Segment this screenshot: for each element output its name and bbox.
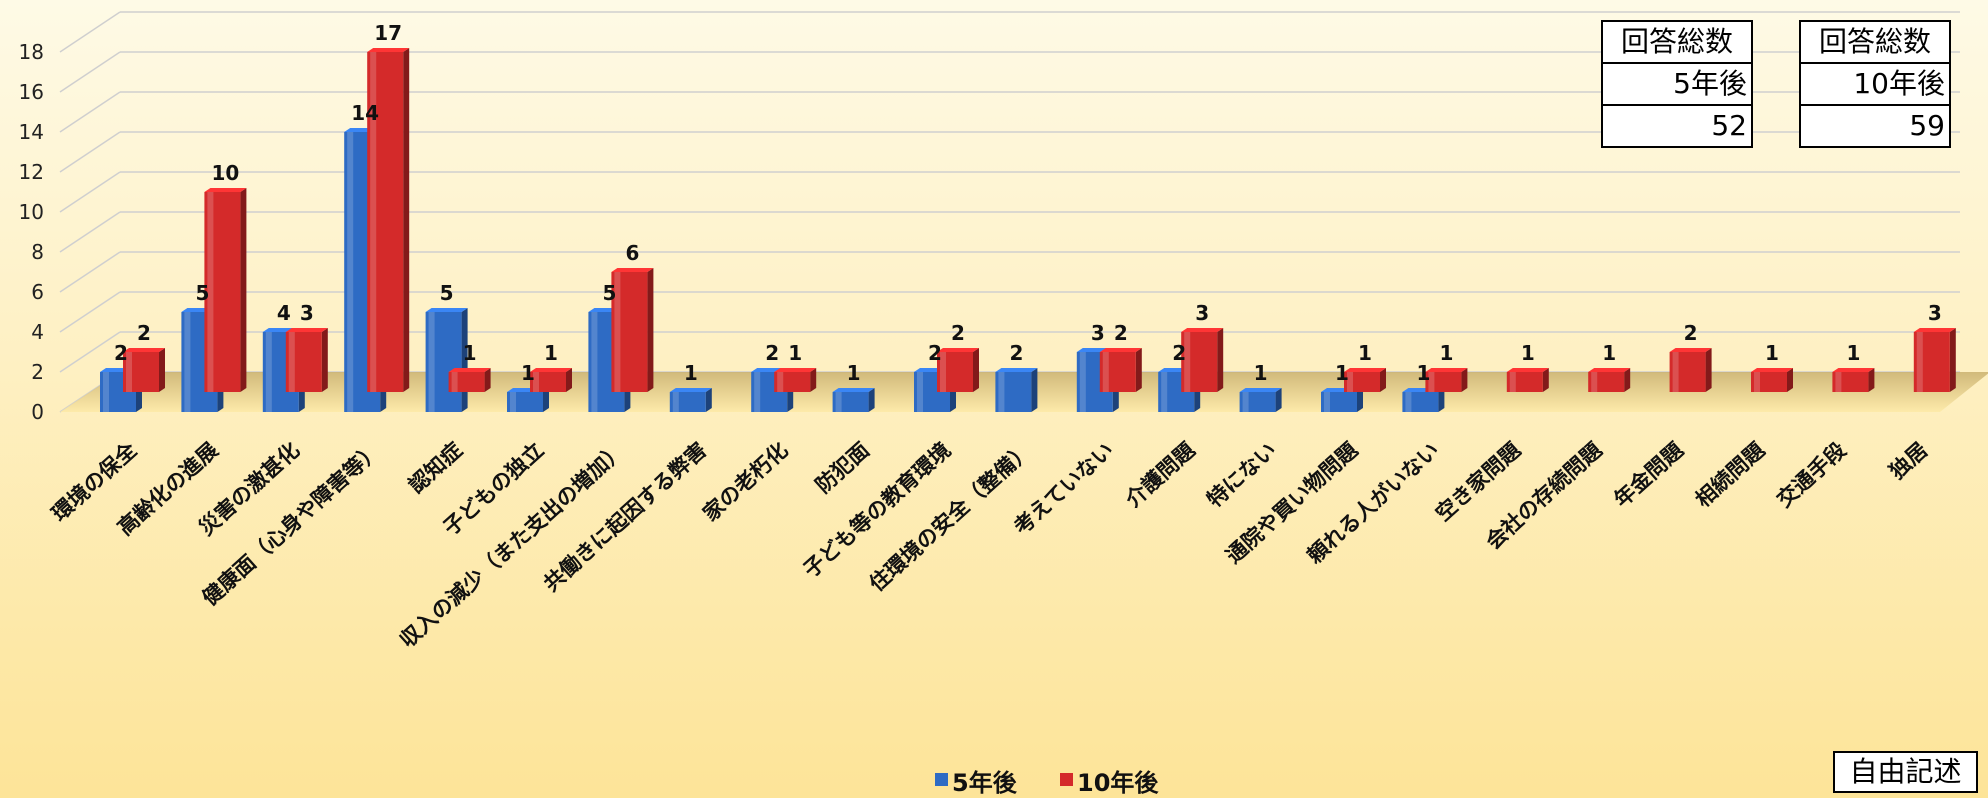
bar-10year	[1913, 328, 1956, 392]
data-label: 5	[602, 281, 616, 305]
data-label: 5	[440, 281, 454, 305]
y-axis-ticks: 0 2 4 6 8 10 12 14 16 18	[19, 40, 44, 424]
gridline-side	[59, 171, 121, 213]
bar-10year	[448, 368, 491, 392]
data-label: 1	[1335, 361, 1349, 385]
y-tick-label: 18	[19, 40, 44, 64]
bar-5year	[425, 308, 468, 412]
data-label: 1	[1765, 341, 1779, 365]
data-label: 1	[684, 361, 698, 385]
y-tick-label: 2	[31, 360, 44, 384]
gridline-side	[59, 211, 121, 253]
summary-header: 回答総数	[1801, 22, 1949, 64]
y-tick-label: 12	[19, 160, 44, 184]
data-label: 6	[625, 241, 639, 265]
data-label: 1	[1358, 341, 1372, 365]
bar-5year	[669, 388, 712, 412]
bar-10year	[1425, 368, 1468, 392]
y-tick-label: 10	[19, 200, 44, 224]
data-label: 3	[1091, 321, 1105, 345]
data-label: 10	[211, 161, 239, 185]
data-label: 3	[1195, 301, 1209, 325]
data-label: 14	[351, 101, 379, 125]
data-label: 2	[928, 341, 942, 365]
data-label: 17	[374, 21, 402, 45]
gridline-side	[59, 291, 121, 333]
summary-period: 5年後	[1603, 64, 1751, 106]
summary-box-10year: 回答総数 10年後 59	[1799, 20, 1951, 148]
data-label: 1	[1254, 361, 1268, 385]
data-label: 4	[277, 301, 291, 325]
bar-10year	[1181, 328, 1224, 392]
data-label: 1	[544, 341, 558, 365]
bar-10year	[1751, 368, 1793, 392]
bar-10year	[285, 328, 328, 392]
bar-10year	[1832, 368, 1875, 392]
data-label: 1	[788, 341, 802, 365]
y-tick-label: 16	[19, 80, 44, 104]
legend-swatch-10year	[1060, 773, 1073, 786]
gridline-side	[59, 131, 121, 173]
data-label: 2	[137, 321, 151, 345]
y-tick-label: 4	[31, 320, 44, 344]
free-description-label: 自由記述	[1833, 751, 1978, 793]
legend-swatch-5year	[935, 773, 948, 786]
data-label: 1	[463, 341, 477, 365]
bar-10year	[1344, 368, 1386, 392]
data-label: 1	[1439, 341, 1453, 365]
data-label: 2	[114, 341, 128, 365]
y-tick-label: 6	[31, 280, 44, 304]
bar-10year	[611, 268, 654, 392]
bar-10year	[204, 188, 247, 392]
data-label: 3	[1928, 301, 1942, 325]
data-label: 2	[1172, 341, 1186, 365]
data-label: 1	[1846, 341, 1860, 365]
bar-10year	[1506, 368, 1549, 392]
data-label: 5	[195, 281, 209, 305]
bar-5year	[995, 368, 1038, 412]
legend-label-10year: 10年後	[1077, 769, 1159, 797]
y-tick-label: 14	[19, 120, 44, 144]
data-label: 2	[1114, 321, 1128, 345]
data-label: 2	[1009, 341, 1023, 365]
summary-header: 回答総数	[1603, 22, 1751, 64]
summary-total: 59	[1909, 109, 1945, 142]
bar-10year	[937, 348, 979, 392]
gridline-side	[59, 11, 121, 53]
bar-10year	[774, 368, 817, 392]
bar-10year	[1669, 348, 1712, 392]
gridline-side	[59, 331, 121, 373]
bar-10year	[367, 48, 410, 392]
data-label: 1	[847, 361, 861, 385]
y-tick-label: 0	[31, 400, 44, 424]
data-label: 3	[300, 301, 314, 325]
y-tick-label: 8	[31, 240, 44, 264]
legend-label-5year: 5年後	[952, 769, 1018, 797]
summary-period: 10年後	[1801, 64, 1949, 106]
data-label: 1	[1521, 341, 1535, 365]
bar-10year	[1588, 368, 1631, 392]
gridline-side	[59, 91, 121, 133]
bar-10year	[123, 348, 165, 392]
bar-5year	[832, 388, 875, 412]
summary-box-5year: 回答総数 5年後 52	[1601, 20, 1753, 148]
data-label: 2	[1684, 321, 1698, 345]
bars	[100, 48, 1956, 412]
data-label: 2	[765, 341, 779, 365]
legend: 5年後 10年後	[935, 769, 1159, 797]
bar-10year	[1099, 348, 1142, 392]
bar-10year	[530, 368, 572, 392]
data-label: 1	[521, 361, 535, 385]
data-label: 1	[1416, 361, 1430, 385]
data-label: 2	[951, 321, 965, 345]
gridline-side	[59, 51, 121, 93]
gridline-side	[59, 251, 121, 293]
data-label: 1	[1602, 341, 1616, 365]
summary-total: 52	[1711, 109, 1747, 142]
bar-5year	[1239, 388, 1282, 412]
